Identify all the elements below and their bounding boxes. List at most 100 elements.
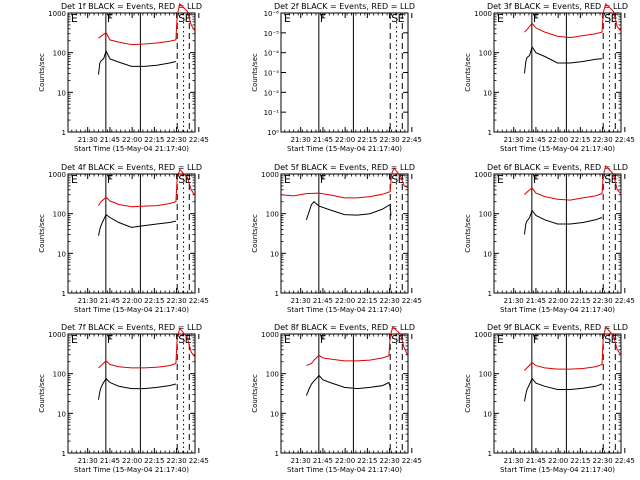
y-tick-label: 1	[488, 129, 492, 137]
panel-title: Det 5f BLACK = Events, RED = LLD	[274, 163, 415, 172]
y-tick-label: 1000	[48, 10, 66, 18]
x-tick-label: 22:45	[402, 136, 422, 144]
x-tick-label: 22:45	[615, 457, 635, 465]
y-tick-label: 10⁻⁶	[264, 10, 280, 18]
x-axis-label: Start Time (15-May-04 21:17:40)	[287, 466, 402, 474]
x-tick-label: 21:30	[504, 457, 524, 465]
x-tick-label: 21:45	[526, 297, 546, 305]
y-axis-label: Counts/sec	[464, 214, 472, 253]
lld-series-line	[98, 2, 196, 46]
y-axis-label: Counts/sec	[251, 53, 259, 92]
event-marker-e: E	[497, 333, 504, 346]
event-marker-f: F	[533, 173, 539, 186]
x-tick-label: 21:30	[78, 457, 98, 465]
y-tick-label: 1000	[474, 331, 492, 339]
x-tick-label: 22:00	[122, 136, 142, 144]
x-tick-label: 22:30	[379, 136, 399, 144]
x-tick-label: 22:30	[166, 297, 186, 305]
y-tick-label: 1	[62, 129, 66, 137]
y-tick-label: 1	[275, 290, 279, 298]
x-tick-label: 22:15	[357, 136, 377, 144]
events-series-line	[98, 377, 177, 400]
event-marker-s: S	[604, 12, 611, 25]
y-axis-label: Counts/sec	[38, 374, 46, 413]
plot-frame	[493, 12, 622, 133]
x-tick-label: 22:45	[615, 136, 635, 144]
y-tick-label: 10	[270, 410, 279, 418]
y-tick-label: 100	[479, 50, 492, 58]
x-tick-label: 22:15	[144, 457, 164, 465]
x-tick-label: 22:45	[402, 297, 422, 305]
x-tick-label: 22:30	[592, 297, 612, 305]
event-marker-s: S	[178, 173, 185, 186]
x-tick-label: 22:00	[548, 457, 568, 465]
x-tick-label: 22:30	[592, 457, 612, 465]
y-tick-label: 100	[479, 211, 492, 219]
event-marker-e: E	[611, 173, 618, 186]
panel-det-2: Det 2f BLACK = Events, RED = LLD 10⁰ 10⁻¹ 1…	[251, 2, 422, 153]
events-series-line	[98, 49, 177, 75]
event-marker-e: E	[611, 12, 618, 25]
panel-title: Det 6f BLACK = Events, RED = LLD	[487, 163, 628, 172]
lld-series-line	[306, 326, 409, 367]
x-tick-label: 21:45	[313, 297, 333, 305]
x-axis-label: Start Time (15-May-04 21:17:40)	[74, 145, 189, 153]
y-tick-label: 1000	[261, 171, 279, 179]
x-tick-label: 22:00	[335, 297, 355, 305]
y-axis-label: Counts/sec	[38, 214, 46, 253]
y-axis-label: Counts/sec	[251, 214, 259, 253]
x-tick-label: 21:30	[291, 136, 311, 144]
lld-series-line	[524, 164, 622, 201]
event-marker-e: E	[71, 12, 78, 25]
panel-title: Det 7f BLACK = Events, RED = LLD	[61, 323, 202, 332]
event-marker-f: F	[107, 333, 113, 346]
event-marker-s: S	[604, 333, 611, 346]
event-marker-e: E	[284, 173, 291, 186]
x-tick-label: 21:45	[313, 136, 333, 144]
plot-frame	[67, 12, 196, 133]
events-series-line	[524, 45, 603, 74]
x-tick-label: 22:45	[189, 457, 209, 465]
event-marker-s: S	[178, 333, 185, 346]
plot-frame	[67, 333, 196, 454]
lld-series-line	[98, 168, 196, 208]
event-marker-f: F	[320, 173, 326, 186]
y-tick-label: 10⁰	[267, 129, 279, 137]
y-tick-label: 10	[57, 250, 66, 258]
x-tick-label: 21:45	[526, 457, 546, 465]
x-tick-label: 22:00	[548, 297, 568, 305]
x-tick-label: 21:30	[291, 457, 311, 465]
panel-det-4: Det 4f BLACK = Events, RED = LLD 1 10 100 10…	[38, 163, 209, 314]
lld-series-line	[280, 167, 409, 199]
event-marker-f: F	[320, 333, 326, 346]
y-tick-label: 100	[479, 371, 492, 379]
event-marker-s: S	[604, 173, 611, 186]
y-tick-label: 10⁻¹	[264, 109, 280, 117]
x-tick-label: 21:45	[100, 136, 120, 144]
event-marker-e: E	[497, 173, 504, 186]
x-axis-label: Start Time (15-May-04 21:17:40)	[287, 145, 402, 153]
x-axis-label: Start Time (15-May-04 21:17:40)	[74, 306, 189, 314]
x-tick-label: 22:00	[335, 457, 355, 465]
y-tick-label: 10⁻⁵	[264, 30, 280, 38]
x-tick-label: 21:30	[78, 297, 98, 305]
event-marker-e: E	[71, 333, 78, 346]
y-tick-label: 1	[62, 290, 66, 298]
event-marker-f: F	[107, 173, 113, 186]
event-marker-f: F	[320, 12, 326, 25]
events-series-line	[305, 374, 391, 396]
x-tick-label: 21:30	[291, 297, 311, 305]
x-tick-label: 22:15	[357, 297, 377, 305]
event-marker-e: E	[497, 12, 504, 25]
y-axis-label: Counts/sec	[464, 53, 472, 92]
x-tick-label: 21:45	[313, 457, 333, 465]
x-tick-label: 22:00	[335, 136, 355, 144]
event-marker-e: E	[185, 12, 192, 25]
panel-title: Det 8f BLACK = Events, RED = LLD	[274, 323, 415, 332]
y-tick-label: 10	[57, 89, 66, 97]
y-tick-label: 1	[275, 450, 279, 458]
panel-title: Det 3f BLACK = Events, RED = LLD	[487, 2, 628, 11]
panel-det-7: Det 7f BLACK = Events, RED = LLD 1 10 100 10…	[38, 323, 209, 474]
y-axis-label: Counts/sec	[464, 374, 472, 413]
panel-det-8: Det 8f BLACK = Events, RED = LLD 1 10 100 10…	[251, 323, 422, 474]
